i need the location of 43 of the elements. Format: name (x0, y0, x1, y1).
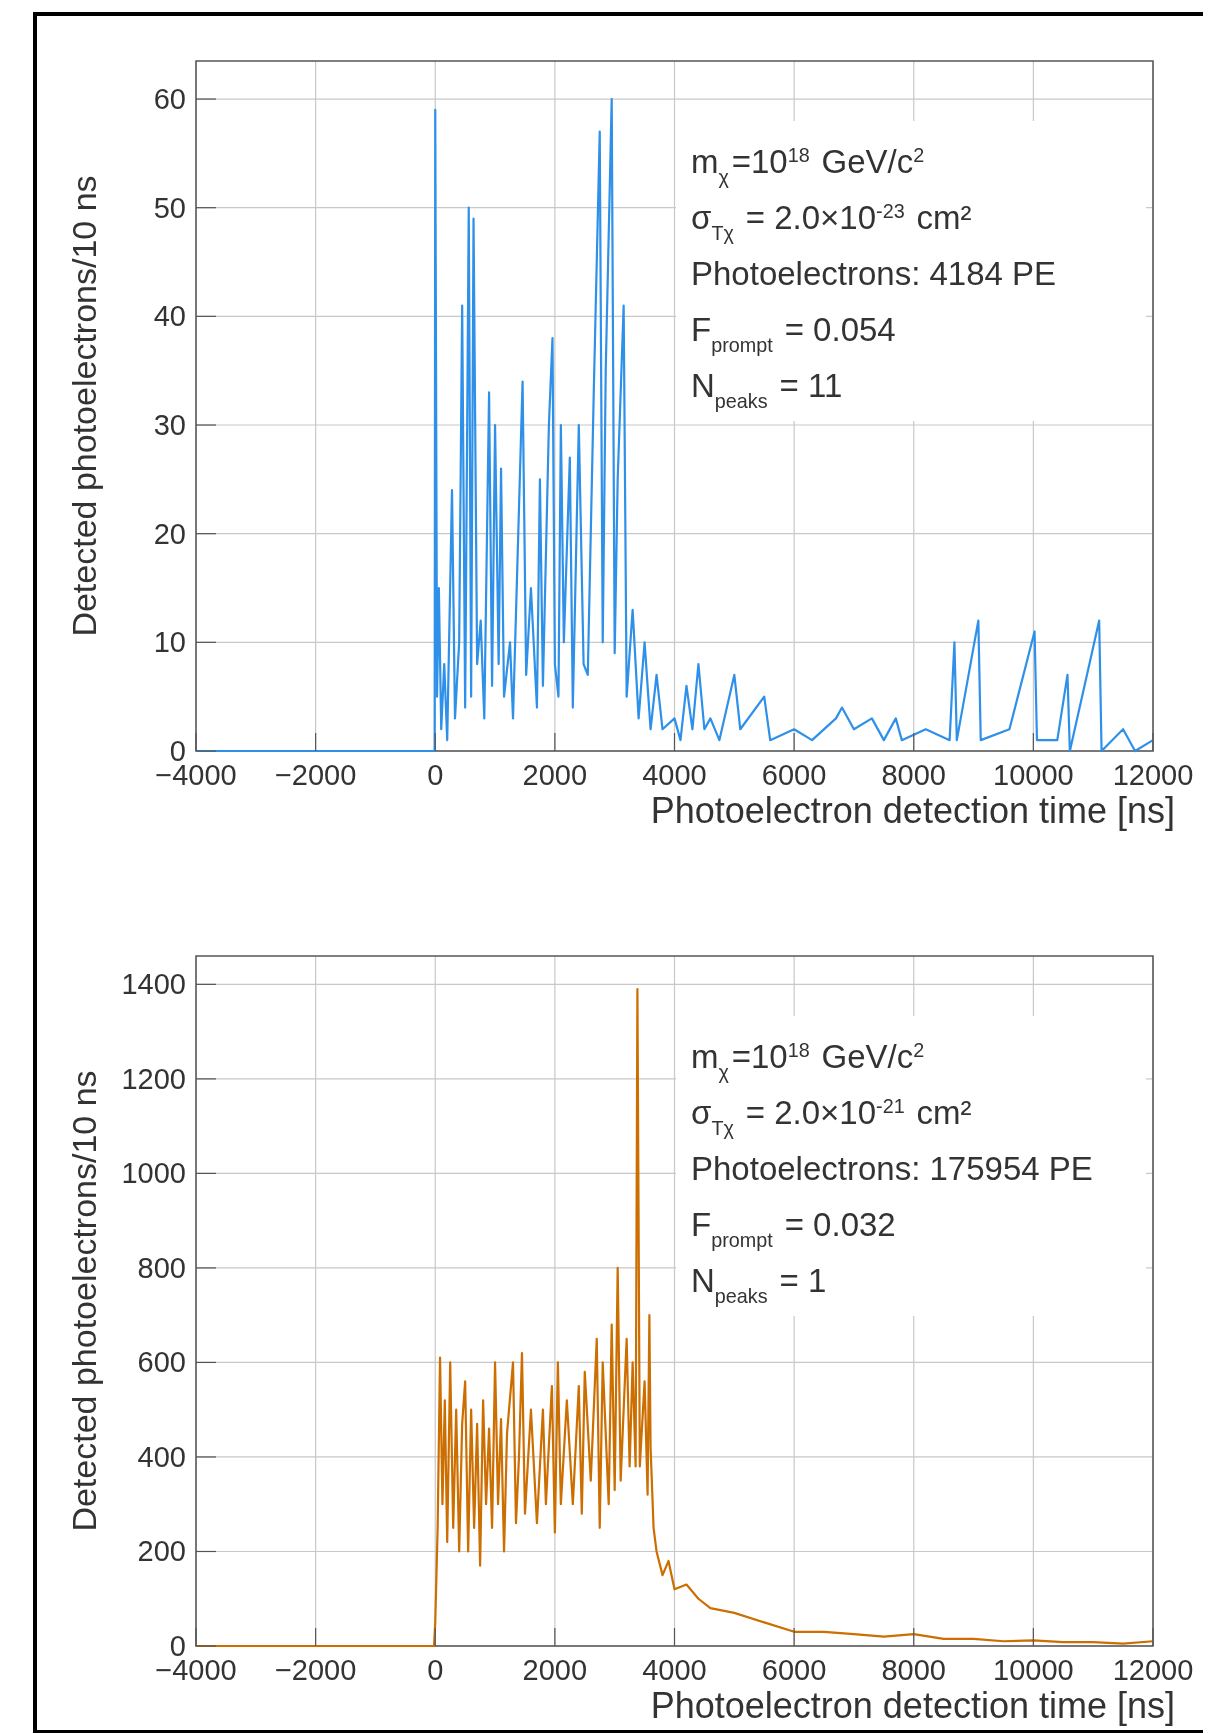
annotation: σ$_{Tχ}$ = 2.0×10$^{-23}$ cm² (691, 199, 972, 244)
y-tick-label: 1200 (121, 1062, 186, 1095)
x-tick-label: −2000 (274, 1654, 357, 1686)
x-tick-label: 12000 (1112, 1654, 1194, 1686)
annotation: F$_{prompt}$ = 0.032 (691, 1206, 896, 1251)
annotation: m$_{χ}$=10$^{18}$ GeV/c$^{2}$ (691, 143, 925, 188)
x-tick-label: 12000 (1112, 759, 1194, 791)
y-tick-label: 40 (153, 300, 186, 333)
x-tick-label: 4000 (642, 1654, 707, 1686)
y-tick-label: 200 (137, 1535, 186, 1568)
y-tick-label: 1000 (121, 1157, 186, 1190)
annotation: N$_{peaks}$ = 11 (691, 367, 843, 412)
x-tick-label: −2000 (274, 759, 357, 791)
y-tick-label: 20 (153, 517, 186, 550)
y-tick-label: 10 (153, 626, 186, 659)
x-tick-label: 0 (427, 759, 444, 791)
y-tick-label: 800 (137, 1251, 186, 1284)
y-axis-title: Detected photoelectrons/10 ns (65, 175, 103, 637)
x-tick-label: 8000 (881, 1654, 947, 1686)
y-tick-label: 600 (137, 1346, 186, 1379)
annotation: σ$_{Tχ}$ = 2.0×10$^{-21}$ cm² (691, 1094, 972, 1139)
y-tick-label: 50 (153, 191, 186, 224)
annotation: Photoelectrons: 4184 PE (691, 255, 1057, 292)
y-axis-title: Detected photoelectrons/10 ns (65, 1070, 103, 1532)
x-tick-label: 0 (427, 1654, 444, 1686)
x-tick-label: 2000 (522, 1654, 588, 1686)
x-tick-label: 8000 (881, 759, 947, 791)
x-tick-label: 4000 (642, 759, 707, 791)
annotation: m$_{χ}$=10$^{18}$ GeV/c$^{2}$ (691, 1038, 925, 1083)
y-tick-label: 30 (153, 409, 186, 442)
x-tick-label: 2000 (522, 759, 588, 791)
annotation: N$_{peaks}$ = 1 (691, 1262, 827, 1307)
y-tick-label: 1400 (121, 968, 186, 1001)
y-tick-label: 60 (153, 83, 186, 116)
y-tick-label: 400 (137, 1440, 186, 1473)
x-tick-label: 10000 (993, 1654, 1074, 1686)
annotation: Photoelectrons: 175954 PE (691, 1150, 1093, 1187)
x-axis-title: Photoelectron detection time [ns] (650, 1685, 1175, 1726)
x-tick-label: 10000 (993, 759, 1074, 791)
x-axis-title: Photoelectron detection time [ns] (650, 790, 1175, 831)
x-tick-label: 6000 (761, 1654, 827, 1686)
annotation: F$_{prompt}$ = 0.054 (691, 311, 896, 356)
x-tick-label: 6000 (761, 759, 827, 791)
